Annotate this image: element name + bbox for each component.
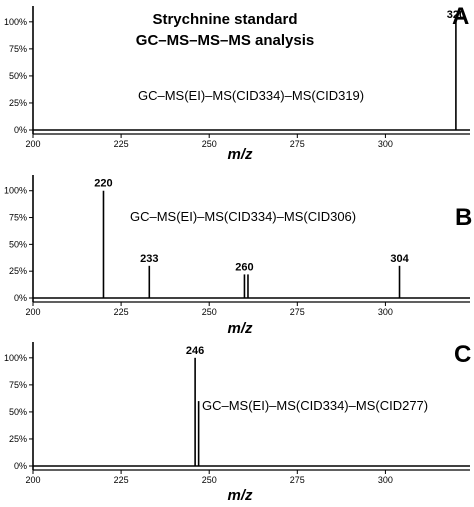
panel-c-x-tick-label: 275 xyxy=(290,475,305,485)
panel-a-x-tick-label: 250 xyxy=(202,139,217,149)
panel-a-peak-label-320: 320 xyxy=(447,9,465,21)
panel-c-y-tick-label: 50% xyxy=(9,407,27,417)
panel-b-x-tick-label: 200 xyxy=(25,307,40,317)
panel-b-x-tick-label: 225 xyxy=(114,307,129,317)
panel-a-x-tick-label: 275 xyxy=(290,139,305,149)
panel-b-peak-label-233: 233 xyxy=(140,253,158,265)
panel-b: B GC–MS(EI)–MS(CID334)–MS(CID306) m/z 0%… xyxy=(4,175,472,337)
panel-a-y-tick-label: 100% xyxy=(4,17,27,27)
panel-c-label: C xyxy=(454,341,471,368)
panel-c-y-tick-label: 75% xyxy=(9,380,27,390)
panel-b-label: B xyxy=(455,204,472,231)
panel-b-y-tick-label: 100% xyxy=(4,186,27,196)
panel-b-y-tick-label: 50% xyxy=(9,239,27,249)
panel-c-x-tick-label: 200 xyxy=(25,475,40,485)
panel-c-x-axis-label: m/z xyxy=(227,487,253,504)
figure-title-line-2: GC–MS–MS–MS analysis xyxy=(136,32,314,49)
panel-a-y-tick-label: 25% xyxy=(9,98,27,108)
panel-b-y-tick-label: 75% xyxy=(9,213,27,223)
panel-a-y-tick-label: 0% xyxy=(14,125,27,135)
panel-a: A GC–MS(EI)–MS(CID334)–MS(CID319) m/z 0%… xyxy=(4,3,470,163)
panel-c-y-tick-label: 0% xyxy=(14,461,27,471)
panel-c-y-tick-label: 25% xyxy=(9,434,27,444)
panel-a-x-tick-label: 300 xyxy=(378,139,393,149)
panel-b-x-tick-label: 300 xyxy=(378,307,393,317)
panel-c-y-tick-label: 100% xyxy=(4,353,27,363)
panel-b-x-tick-label: 275 xyxy=(290,307,305,317)
panel-a-y-tick-label: 75% xyxy=(9,44,27,54)
panel-b-peak-label-220: 220 xyxy=(94,178,112,190)
figure-title-line-1: Strychnine standard xyxy=(152,11,297,28)
panel-b-x-axis-label: m/z xyxy=(227,320,253,337)
panel-b-y-tick-label: 25% xyxy=(9,266,27,276)
panel-a-x-tick-label: 225 xyxy=(114,139,129,149)
panel-c-x-tick-label: 250 xyxy=(202,475,217,485)
panel-b-expression: GC–MS(EI)–MS(CID334)–MS(CID306) xyxy=(130,209,356,224)
panel-b-x-tick-label: 250 xyxy=(202,307,217,317)
panel-c-peak-label-246: 246 xyxy=(186,345,204,357)
panel-b-peak-label-260: 260 xyxy=(235,261,253,273)
panel-b-peak-label-304: 304 xyxy=(390,253,409,265)
panel-c-x-tick-label: 225 xyxy=(114,475,129,485)
panel-a-x-tick-label: 200 xyxy=(25,139,40,149)
panel-c-x-tick-label: 300 xyxy=(378,475,393,485)
panel-c-expression: GC–MS(EI)–MS(CID334)–MS(CID277) xyxy=(202,398,428,413)
panel-c: C GC–MS(EI)–MS(CID334)–MS(CID277) m/z 0%… xyxy=(4,341,471,504)
panel-a-y-tick-label: 50% xyxy=(9,71,27,81)
panel-a-expression: GC–MS(EI)–MS(CID334)–MS(CID319) xyxy=(138,88,364,103)
panel-b-y-tick-label: 0% xyxy=(14,293,27,303)
panel-a-x-axis-label: m/z xyxy=(227,146,253,163)
